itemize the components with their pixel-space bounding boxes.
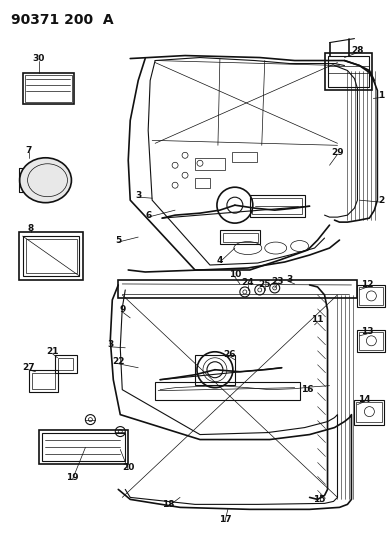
Bar [19,232,83,280]
Text: 17: 17 [219,515,231,524]
Text: 18: 18 [162,500,174,509]
Text: 4: 4 [217,255,223,264]
Bar [42,433,125,462]
Text: 3: 3 [107,340,113,349]
Bar [250,195,305,217]
Bar [356,402,382,422]
Text: 19: 19 [66,473,79,482]
Text: 3: 3 [287,276,293,285]
Text: 1: 1 [378,91,385,100]
Bar [38,430,128,464]
Text: 23: 23 [271,278,284,286]
Text: 15: 15 [313,495,326,504]
Text: 12: 12 [361,280,374,289]
Text: 21: 21 [46,348,59,356]
Text: 22: 22 [112,357,125,366]
Bar [32,373,56,389]
Text: 8: 8 [27,224,34,232]
Bar [325,53,372,91]
Bar [252,198,301,214]
Bar [220,230,260,244]
Bar [195,158,225,170]
Text: 14: 14 [358,395,371,404]
Text: 9: 9 [119,305,125,314]
Bar [155,382,299,400]
Bar [359,332,383,350]
Bar [118,280,358,298]
Bar [29,370,58,392]
Bar [358,285,385,307]
Text: 13: 13 [361,327,374,336]
Bar [56,355,78,373]
Bar [232,152,257,162]
Bar [358,330,385,352]
Bar [25,75,73,102]
Bar [195,178,210,188]
Text: 11: 11 [311,316,324,325]
Bar [359,287,383,305]
Text: 16: 16 [301,385,314,394]
Text: 26: 26 [223,350,236,359]
Bar [328,55,369,87]
Bar [23,72,74,104]
Bar [195,355,235,385]
Ellipse shape [20,158,71,203]
Text: 3: 3 [135,191,142,200]
Text: 29: 29 [331,148,344,157]
Text: 27: 27 [22,363,35,372]
Bar [25,239,78,273]
Text: 28: 28 [351,46,364,55]
Text: 10: 10 [229,270,241,279]
Text: 20: 20 [122,463,134,472]
Text: 25: 25 [258,280,271,289]
Text: 7: 7 [25,146,32,155]
Text: 2: 2 [378,196,385,205]
Bar [354,400,384,425]
Text: 24: 24 [241,278,254,287]
Text: 30: 30 [33,54,45,63]
Text: 90371 200  A: 90371 200 A [11,13,113,27]
Bar [58,358,73,370]
Text: 5: 5 [115,236,122,245]
Bar [223,233,258,242]
Text: 6: 6 [145,211,151,220]
Bar [23,236,80,276]
